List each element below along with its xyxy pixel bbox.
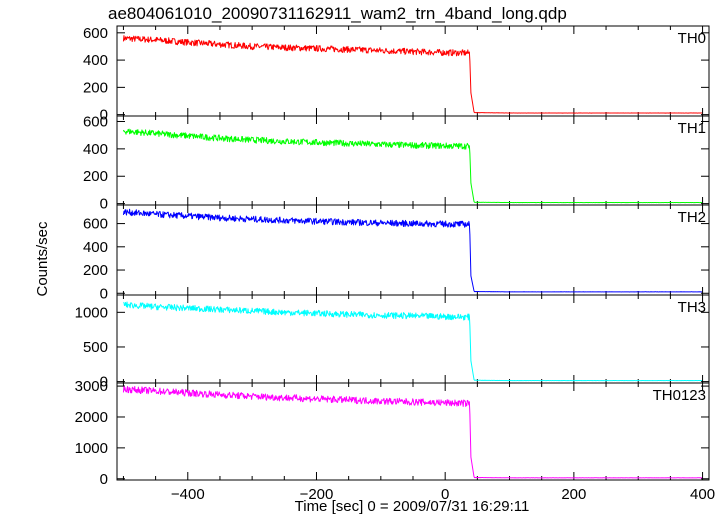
x-tick-label: −200 — [300, 486, 334, 503]
series-line-th2 — [122, 208, 703, 293]
y-tick-label: 3000 — [75, 378, 108, 395]
y-tick-label: 200 — [83, 262, 108, 279]
series-label: TH1 — [678, 120, 706, 137]
y-tick-label: 400 — [83, 141, 108, 158]
x-tick-label: 0 — [441, 486, 449, 503]
y-tick-label: 600 — [83, 113, 108, 130]
series-label: TH0123 — [653, 387, 706, 404]
panel-th2: TH2 0 200 400 600 — [83, 204, 710, 302]
y-axis-label: Counts/sec — [34, 221, 51, 297]
y-tick-label: 400 — [83, 52, 108, 69]
series-line-th3 — [123, 301, 703, 382]
y-tick-label: 600 — [83, 216, 108, 233]
series-label: TH3 — [678, 299, 706, 316]
y-tick-label: 0 — [100, 107, 108, 124]
y-tick-label: 0 — [100, 471, 108, 488]
series-label: TH0 — [678, 30, 706, 47]
y-tick-label: 0 — [100, 285, 108, 302]
panel-frame — [116, 25, 710, 117]
x-axis-label: Time [sec] 0 = 2009/07/31 16:29:11 — [295, 498, 530, 515]
chart-title: ae804061010_20090731162911_wam2_trn_4ban… — [108, 4, 567, 23]
y-tick-label: 1000 — [75, 440, 108, 457]
y-tick-label: 2000 — [75, 409, 108, 426]
panel-frame — [116, 204, 710, 296]
x-tick-label: −400 — [171, 486, 205, 503]
series-label: TH2 — [678, 209, 706, 226]
y-tick-label: 200 — [83, 79, 108, 96]
y-tick-label: 0 — [100, 374, 108, 391]
y-tick-label: 500 — [83, 339, 108, 356]
y-tick-label: 400 — [83, 239, 108, 256]
y-tick-label: 600 — [83, 25, 108, 42]
series-line-th0123 — [122, 385, 703, 479]
x-tick-label: 400 — [690, 486, 715, 503]
panel-frame — [116, 382, 710, 481]
series-line-th1 — [122, 128, 703, 204]
series-line-th0 — [122, 35, 703, 114]
panel-frame — [116, 115, 710, 206]
panel-th0123: TH0123 0 1000 2000 3000 — [75, 378, 710, 488]
panel-th0: TH0 0 200 400 600 — [83, 25, 710, 124]
y-tick-label: 1000 — [75, 304, 108, 321]
panel-th1: TH1 0 200 400 600 — [83, 113, 710, 213]
y-tick-label: 200 — [83, 168, 108, 185]
panel-th3: TH3 0 500 1000 — [75, 294, 710, 391]
y-tick-label: 0 — [100, 196, 108, 213]
x-tick-label: 200 — [561, 486, 586, 503]
panels: TH00200400600TH10200400600TH20200400600T… — [75, 25, 715, 503]
